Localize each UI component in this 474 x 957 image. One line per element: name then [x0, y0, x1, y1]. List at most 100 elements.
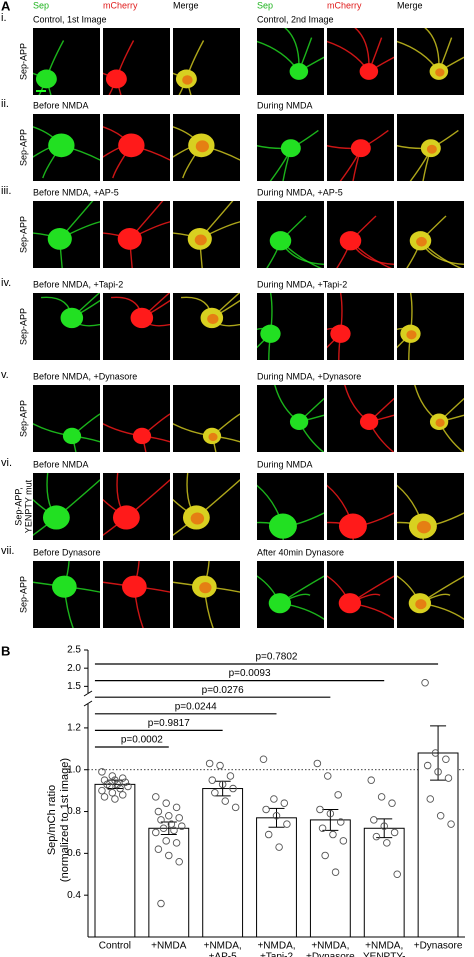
cell: [397, 484, 464, 540]
data-point: [216, 761, 224, 770]
cell: [414, 385, 464, 452]
soma-core: [208, 432, 218, 442]
soma: [289, 63, 309, 80]
cell: [173, 413, 240, 452]
cell: [257, 484, 324, 540]
soma-core: [416, 520, 431, 534]
data-point: [162, 799, 170, 807]
p-value: p=0.0093: [229, 668, 271, 679]
row-label: Sep-APP: [18, 308, 28, 345]
image-caption: During NMDA: [257, 100, 313, 110]
row-label: Sep-APP,: [13, 487, 23, 525]
cell: [257, 28, 324, 80]
soma: [112, 505, 140, 530]
y-axis-label: Sep/mCh ratio: [46, 785, 58, 855]
column-header: mCherry: [103, 0, 138, 10]
data-point: [152, 793, 160, 801]
panel-label: A: [1, 0, 11, 13]
cell: [103, 126, 170, 179]
x-tick-label: +Dynasore: [414, 941, 463, 952]
data-point: [264, 830, 273, 839]
row-numeral: vi.: [1, 457, 12, 469]
cell: [33, 561, 100, 628]
y-tick-label: 1.0: [67, 764, 81, 775]
data-point: [316, 805, 324, 814]
data-point: [205, 759, 214, 768]
data-point: [334, 791, 342, 799]
soma: [260, 324, 281, 343]
data-point: [442, 755, 450, 764]
neurite: [298, 397, 324, 423]
data-point: [434, 768, 442, 776]
cell: [397, 575, 464, 620]
cell: [327, 575, 394, 620]
image-caption: Before NMDA, +Tapi-2: [33, 279, 123, 289]
data-point: [318, 824, 327, 833]
data-point: [280, 799, 289, 807]
data-point: [388, 799, 396, 807]
cell: [103, 413, 170, 452]
data-point: [162, 837, 170, 845]
data-point: [321, 851, 329, 860]
soma: [280, 139, 301, 158]
row-numeral: iv.: [1, 277, 11, 289]
data-point: [211, 788, 219, 797]
row-numeral: iii.: [1, 185, 11, 197]
image-caption: Before NMDA: [33, 459, 89, 469]
soma: [359, 413, 379, 431]
cell: [327, 28, 394, 80]
soma: [47, 228, 72, 250]
image-caption: Before NMDA, +AP-5: [33, 187, 119, 197]
y-tick-label: 1.2: [67, 723, 81, 734]
data-point: [172, 839, 181, 847]
cell: [173, 561, 240, 628]
data-point: [431, 749, 440, 757]
soma: [289, 413, 309, 431]
data-point: [111, 776, 119, 784]
axis-break: [83, 700, 93, 707]
micrograph: [33, 473, 100, 540]
cell: [274, 385, 324, 452]
x-tick-label: +NMDA,: [204, 941, 242, 952]
x-tick-label: +Dynasore: [306, 952, 355, 957]
micrograph: [397, 561, 464, 628]
data-point: [447, 820, 455, 828]
soma-core: [194, 234, 207, 246]
bar: [202, 788, 244, 938]
row-numeral: v.: [1, 369, 9, 381]
data-point: [436, 811, 445, 820]
data-point: [324, 772, 332, 780]
data-point: [175, 857, 183, 866]
data-point: [175, 814, 183, 822]
y-tick-label: 2.5: [67, 645, 81, 656]
data-point: [103, 780, 111, 789]
panel-label: B: [1, 643, 10, 658]
bar: [256, 817, 297, 938]
y-tick-label: 0.8: [67, 806, 81, 817]
panel-a: Sep mCherry Merge Sep mCherry Merge i. Control,…: [1, 0, 464, 628]
data-point: [270, 795, 278, 803]
soma: [269, 231, 292, 251]
row-label: Sep-APP: [18, 43, 28, 80]
soma: [359, 63, 379, 80]
data-point: [165, 811, 173, 820]
data-point: [337, 818, 345, 826]
data-point: [262, 805, 270, 814]
image-caption: During NMDA, +Dynasore: [257, 371, 361, 381]
data-point: [329, 830, 337, 839]
cell: [257, 575, 324, 620]
x-tick-label: +AP-5: [209, 952, 238, 957]
cell: [173, 201, 240, 268]
row-label: Sep-APP: [18, 400, 28, 437]
data-point: [444, 774, 453, 782]
p-value: p=0.0244: [175, 701, 217, 712]
data-point: [393, 870, 401, 879]
cell: [103, 561, 170, 628]
x-tick-label: YENPTY-: [363, 952, 405, 957]
soma-core: [435, 68, 445, 77]
cell: [344, 385, 394, 452]
data-point: [157, 899, 165, 908]
bar: [94, 783, 136, 938]
cell: [33, 201, 100, 268]
